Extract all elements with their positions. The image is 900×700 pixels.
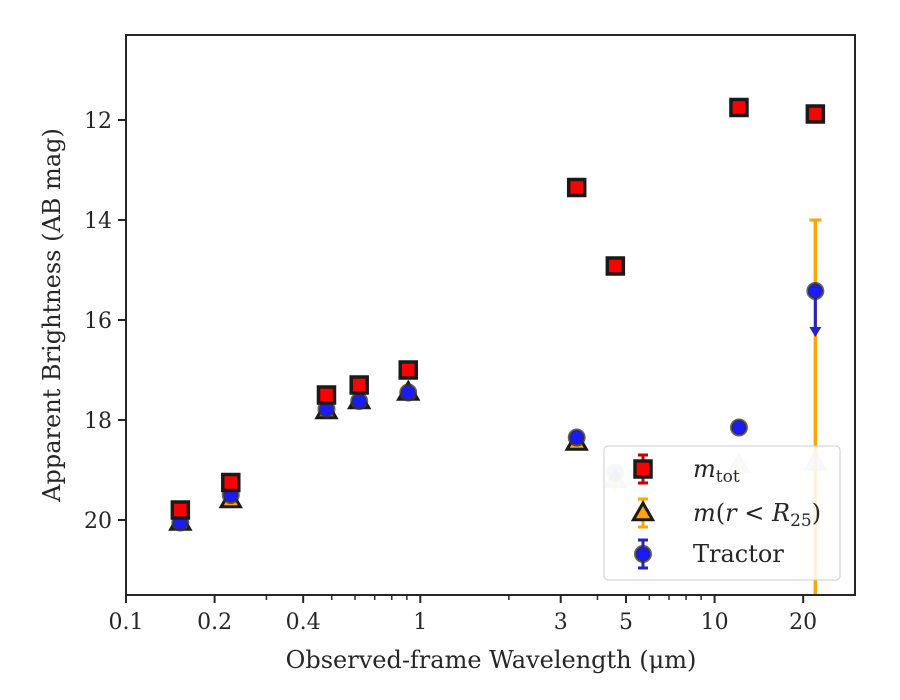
y-tick-label: 18	[84, 409, 112, 434]
data-point-mtot	[398, 360, 418, 380]
data-point-mtot	[566, 177, 587, 198]
data-point-mr25	[630, 500, 656, 522]
data-point-mtot	[316, 385, 337, 405]
x-tick-label: 0.4	[286, 610, 321, 635]
plot-frame	[125, 34, 856, 596]
x-tick-label: 0.1	[109, 610, 144, 635]
y-tick-label: 20	[84, 509, 112, 534]
data-point-tractor	[806, 282, 825, 300]
data-point-mtot	[729, 97, 749, 118]
legend-box	[603, 445, 841, 581]
data-point-mtot	[349, 375, 369, 395]
y-tick-label: 12	[84, 109, 112, 134]
data-point-tractor	[399, 383, 418, 402]
data-point-tractor	[729, 418, 748, 437]
legend-label-tractor: Tractor	[693, 540, 784, 568]
x-axis-label: Observed-frame Wavelength (μm)	[286, 646, 697, 674]
y-tick-label: 14	[84, 209, 112, 234]
plot-area	[168, 97, 828, 595]
x-tick-label: 3	[554, 610, 568, 635]
data-point-tractor	[634, 545, 652, 563]
data-point-mtot	[805, 104, 826, 124]
legend: mtot m(r < R25) Tractor	[603, 445, 841, 581]
data-point-mtot	[633, 459, 653, 479]
x-tick-label: 5	[619, 610, 633, 635]
data-point-tractor	[350, 392, 369, 410]
x-tick-label: 10	[701, 610, 729, 635]
legend-label-mtot: mtot	[693, 455, 740, 487]
legend-label-mr25: m(r < R25)	[693, 499, 821, 531]
x-tick-label: 1	[413, 610, 427, 635]
data-point-mtot	[170, 500, 191, 520]
axes: 0.1 0.2 0.4 1 3 5 10 20 12 14 16 18 20	[84, 34, 856, 635]
data-point-tractor	[567, 428, 586, 447]
data-point-mtot	[605, 256, 626, 276]
y-axis-label: Apparent Brightness (AB mag)	[38, 128, 66, 503]
upper-limit-arrowhead	[809, 327, 822, 337]
x-tick-label: 0.2	[197, 610, 232, 635]
x-tick-label: 20	[789, 610, 817, 635]
y-tick-label: 16	[84, 309, 112, 334]
data-point-mtot	[221, 472, 241, 493]
